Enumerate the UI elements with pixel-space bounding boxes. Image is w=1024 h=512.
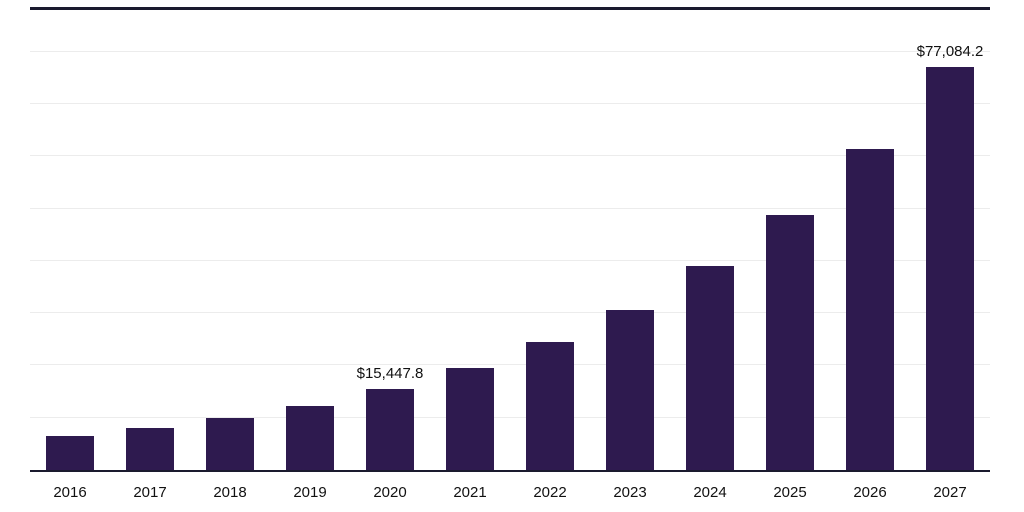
x-tick-2019: 2019 <box>293 484 327 501</box>
x-tick-2020: 2020 <box>373 484 407 501</box>
plot-area: $15,447.8 $77,084.2 <box>30 7 990 472</box>
gridline <box>30 207 990 209</box>
bar-2026 <box>846 148 894 470</box>
x-tick-2023: 2023 <box>613 484 647 501</box>
x-tick-2022: 2022 <box>533 484 567 501</box>
x-axis: 2016 2017 2018 2019 2020 2021 2022 2023 2024 2025… <box>30 480 990 506</box>
gridline <box>30 103 990 105</box>
x-tick-2021: 2021 <box>453 484 487 501</box>
bar-2019 <box>286 405 334 470</box>
gridline <box>30 364 990 366</box>
bar-2018 <box>206 418 254 470</box>
bar-2016 <box>46 436 94 470</box>
bar-2017 <box>126 427 174 470</box>
bar-2027 <box>926 67 974 470</box>
gridline <box>30 312 990 314</box>
bar-value-label-2020: $15,447.8 <box>356 365 424 383</box>
bar-2021 <box>446 368 494 470</box>
gridline <box>30 416 990 418</box>
gridline <box>30 155 990 157</box>
x-tick-2018: 2018 <box>213 484 247 501</box>
x-tick-2016: 2016 <box>53 484 87 501</box>
x-tick-2027: 2027 <box>933 484 967 501</box>
bar-2020 <box>366 389 414 470</box>
gridline <box>30 50 990 52</box>
x-tick-2017: 2017 <box>133 484 167 501</box>
bar-2025 <box>766 214 814 470</box>
bar-2022 <box>526 342 574 470</box>
x-tick-2026: 2026 <box>853 484 887 501</box>
bar-value-label-2027: $77,084.2 <box>916 43 984 61</box>
x-tick-2025: 2025 <box>773 484 807 501</box>
bar-2023 <box>606 309 654 470</box>
gridline <box>30 259 990 261</box>
x-tick-2024: 2024 <box>693 484 727 501</box>
bar-2024 <box>686 266 734 470</box>
